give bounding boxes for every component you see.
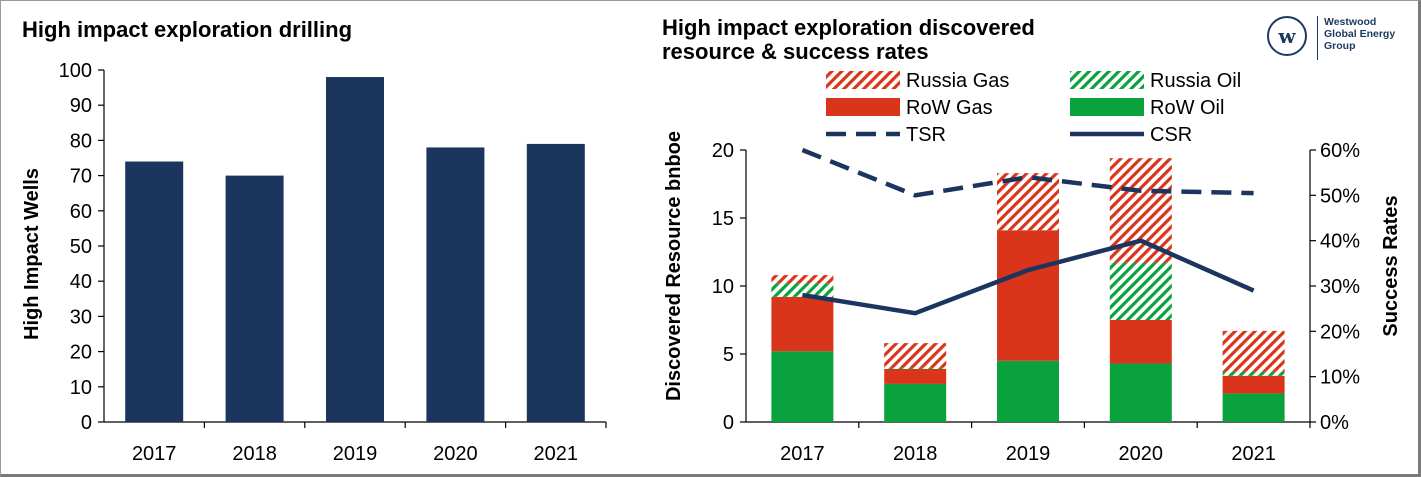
left-y-tick-label: 30 — [70, 306, 92, 328]
right-bar-row-oil — [1222, 393, 1285, 422]
right-bar-row-oil — [884, 383, 947, 422]
left-y-tick-label: 10 — [70, 377, 92, 399]
right-y2-tick-label: 0% — [1320, 412, 1349, 434]
right-y-tick-label: 5 — [723, 344, 734, 366]
legend-label: Russia Gas — [906, 70, 1009, 92]
left-chart-title: High impact exploration drilling — [22, 17, 353, 42]
left-y-tick-label: 70 — [70, 166, 92, 188]
right-bar-row-oil — [771, 351, 834, 422]
right-y2-tick-label: 60% — [1320, 140, 1360, 162]
right-y-tick-label: 0 — [723, 412, 734, 434]
left-y-tick-label: 0 — [81, 412, 92, 434]
right-chart-title-line2: resource & success rates — [662, 39, 929, 64]
left-y-tick-label: 80 — [70, 130, 92, 152]
right-y2-tick-label: 30% — [1320, 276, 1360, 298]
right-chart-title-line1: High impact exploration discovered — [662, 15, 1035, 40]
legend-label: TSR — [906, 124, 946, 146]
right-y2-tick-label: 10% — [1320, 367, 1360, 389]
right-bar-russia-gas — [884, 343, 947, 368]
left-x-tick-label: 2018 — [232, 443, 277, 465]
left-y-tick-label: 20 — [70, 342, 92, 364]
right-combo-chart: 0 5 10 15 20 0% 10% 20% 30% 40% 50% 60% 2017 2018 2019… — [663, 70, 1402, 465]
right-x-tick-label: 2018 — [893, 443, 938, 465]
left-x-tick-label: 2017 — [132, 443, 177, 465]
legend-label: RoW Oil — [1150, 97, 1224, 119]
legend-entry-tsr: TSR — [826, 124, 946, 146]
left-bar-chart: 0 10 20 30 40 50 60 70 80 90 100 2017 2018 2019 2020 20… — [21, 60, 607, 465]
right-bar-row-gas — [997, 230, 1059, 361]
logo-divider — [1317, 16, 1318, 60]
legend-swatch — [826, 98, 900, 116]
right-bar-russia-oil — [1109, 262, 1172, 320]
legend-label: RoW Gas — [906, 97, 993, 119]
right-bar-russia-oil — [884, 367, 947, 369]
right-x-tick-label: 2019 — [1006, 443, 1051, 465]
westwood-logo: w Westwood Global Energy Group — [1267, 16, 1407, 62]
right-y2-tick-label: 20% — [1320, 321, 1360, 343]
left-y-tick-label: 90 — [70, 95, 92, 117]
left-y-axis-label: High Impact Wells — [21, 168, 43, 340]
westwood-logo-icon: w — [1267, 16, 1307, 56]
logo-text-line3: Group — [1324, 40, 1356, 52]
right-line-csr — [802, 238, 1255, 316]
left-y-tick-label: 60 — [70, 201, 92, 223]
legend-entry-russia-gas: Russia Gas — [826, 70, 1009, 92]
right-bar-row-oil — [997, 360, 1059, 422]
legend-label: Russia Oil — [1150, 70, 1241, 92]
logo-text-line2: Global Energy — [1324, 28, 1396, 40]
right-x-tick-label: 2017 — [780, 443, 825, 465]
legend-swatch — [1070, 98, 1144, 116]
logo-text: Westwood Global Energy Group — [1324, 16, 1409, 52]
right-bar-russia-oil — [1222, 371, 1285, 376]
right-bar-row-gas — [1222, 375, 1285, 394]
left-bar — [125, 161, 184, 422]
left-bar — [526, 143, 585, 423]
left-bar — [326, 77, 384, 422]
right-bar-row-gas — [884, 368, 947, 384]
left-y-tick-label: 40 — [70, 271, 92, 293]
left-x-tick-label: 2019 — [333, 443, 378, 465]
left-y-tick-label: 100 — [59, 60, 92, 82]
right-x-tick-label: 2021 — [1231, 443, 1276, 465]
legend-entry-csr: CSR — [1070, 124, 1192, 146]
right-y2-tick-label: 40% — [1320, 231, 1360, 253]
right-y-tick-label: 20 — [712, 140, 734, 162]
right-y2-tick-label: 50% — [1320, 185, 1360, 207]
left-y-tick-label: 50 — [70, 236, 92, 258]
right-x-tick-label: 2020 — [1119, 443, 1164, 465]
legend-label: CSR — [1150, 124, 1192, 146]
legend-swatch — [1070, 71, 1144, 89]
left-bar — [426, 147, 485, 422]
legend-entry-row-gas: RoW Gas — [826, 97, 993, 119]
right-bar-russia-gas — [771, 275, 834, 284]
right-bar-row-gas — [771, 296, 834, 352]
left-x-tick-label: 2021 — [534, 443, 579, 465]
left-x-tick-label: 2020 — [433, 443, 478, 465]
right-y-tick-label: 15 — [712, 208, 734, 230]
left-bar — [225, 175, 284, 422]
right-bar-row-oil — [1109, 363, 1172, 422]
right-bar-russia-oil — [771, 283, 834, 297]
logo-text-line1: Westwood — [1324, 16, 1377, 28]
right-y-axis-label: Discovered Resource bnboe — [663, 131, 685, 401]
right-bar-russia-gas — [1222, 330, 1285, 372]
right-y2-axis-label: Success Rates — [1380, 195, 1402, 336]
right-bar-row-gas — [1109, 320, 1172, 364]
right-y-tick-label: 10 — [712, 276, 734, 298]
right-chart-title: High impact exploration discovered resou… — [662, 16, 1182, 64]
legend-entry-russia-oil: Russia Oil — [1070, 70, 1241, 92]
legend-entry-row-oil: RoW Oil — [1070, 97, 1224, 119]
legend-swatch — [826, 71, 900, 89]
